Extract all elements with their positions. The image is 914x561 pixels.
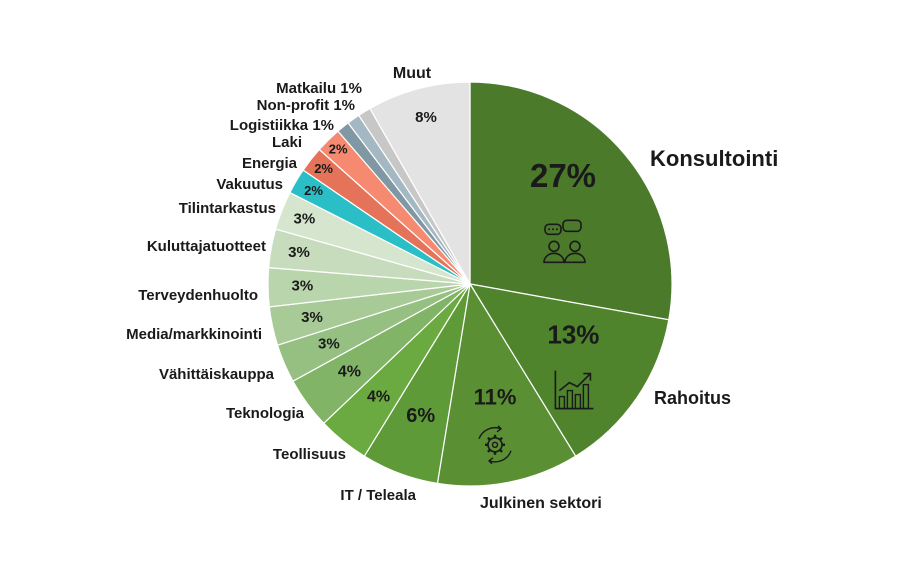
slice-muut [369,81,471,287]
category-label-it-teleala: IT / Teleala [340,487,416,504]
pct-label-energia: 2% [314,161,333,176]
pct-label-terveydenhuolto: 3% [292,278,314,295]
pct-label-muut: 8% [415,109,437,126]
pct-label-teollisuus: 4% [367,388,390,405]
category-label-media-markkinointi: Media/markkinointi [126,326,262,343]
pct-label-teknologia: 4% [338,364,361,381]
consulting-people-icon [543,219,586,264]
category-label-logistiikka-1: Logistiikka 1% [230,117,334,134]
category-label-teknologia: Teknologia [226,405,305,422]
category-label-julkinen-sektori: Julkinen sektori [480,495,602,512]
pct-label-rahoitus: 13% [547,319,599,349]
pie-slices [267,81,673,487]
percentage-labels: 27% 13% 11% 6% 4% 4% 3% 3% 3% 3% 3% 2% 2% 2% 8% [288,109,599,427]
pct-label-kuluttajatuotteet: 3% [288,244,310,261]
category-label-kuluttajatuotteet: Kuluttajatuotteet [147,238,266,255]
category-label-v-hitt-iskauppa: Vähittäiskauppa [159,366,275,383]
category-label-teollisuus: Teollisuus [273,446,346,463]
category-label-non-profit-1: Non-profit 1% [257,97,355,114]
finance-chart-icon [554,370,594,410]
pct-label-julkinen-sektori: 11% [474,385,517,410]
pct-label-laki: 2% [329,142,348,157]
category-label-muut: Muut [393,65,432,82]
slice-icons [478,219,594,465]
category-label-energia: Energia [242,155,298,172]
category-label-terveydenhuolto: Terveydenhuolto [138,287,258,304]
category-label-matkailu-1: Matkailu 1% [276,80,362,97]
category-label-laki: Laki [272,134,302,151]
category-label-konsultointi: Konsultointi [650,146,778,171]
pct-label-media-markkinointi: 3% [301,309,323,326]
category-label-tilintarkastus: Tilintarkastus [179,200,276,217]
category-label-rahoitus: Rahoitus [654,388,731,408]
gear-cycle-icon [478,425,512,465]
pct-label-v-hitt-iskauppa: 3% [318,335,340,352]
slice-konsultointi [469,81,673,321]
category-labels: Konsultointi Rahoitus Julkinen sektori IT /… [126,65,778,512]
pct-label-tilintarkastus: 3% [294,210,316,227]
pct-label-vakuutus: 2% [304,183,323,198]
pct-label-konsultointi: 27% [530,157,596,194]
slice-rahoitus [468,283,670,457]
pct-label-it-teleala: 6% [406,405,435,427]
category-label-vakuutus: Vakuutus [216,176,283,193]
slice-julkinen-sektori [436,282,577,487]
